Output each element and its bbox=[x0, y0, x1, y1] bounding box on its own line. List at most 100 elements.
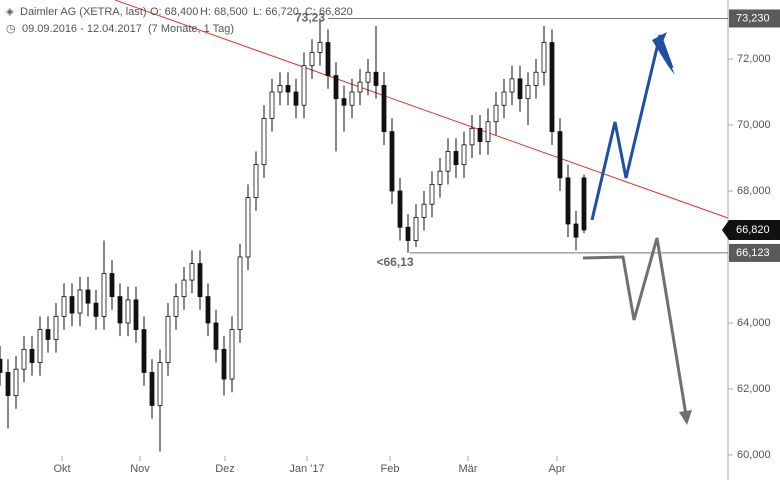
clock: ◷ bbox=[6, 23, 16, 35]
y-tick-label: 68,000 bbox=[737, 185, 771, 197]
candle-body bbox=[37, 329, 43, 363]
candle-body bbox=[13, 368, 19, 396]
x-tick-label: Feb bbox=[381, 463, 400, 475]
candle-body bbox=[501, 91, 507, 106]
span: (7 Monate, 1 Tag) bbox=[148, 23, 234, 35]
candle-body bbox=[437, 170, 443, 185]
candle-body bbox=[165, 315, 171, 363]
candle-body bbox=[109, 273, 115, 297]
y-tick-label: 72,000 bbox=[737, 53, 771, 65]
range: 09.09.2016 - 12.04.2017 bbox=[22, 23, 142, 35]
candle-body bbox=[461, 144, 467, 166]
last-badge bbox=[722, 219, 780, 240]
y-tick-label: 64,000 bbox=[737, 317, 771, 329]
high: H: 68,500 bbox=[200, 6, 248, 18]
candle-body bbox=[517, 78, 523, 100]
candle-body bbox=[493, 104, 499, 123]
x-tick-label: Apr bbox=[548, 463, 565, 475]
candle-body bbox=[181, 279, 187, 297]
scenario-down bbox=[582, 237, 688, 416]
candle-body bbox=[117, 296, 123, 324]
candle-body bbox=[333, 75, 339, 100]
y-tick-label: 70,000 bbox=[737, 119, 771, 131]
candle-body bbox=[389, 131, 395, 192]
candle-body bbox=[101, 273, 107, 317]
x-tick-label: Okt bbox=[53, 463, 70, 475]
candle-body bbox=[149, 372, 155, 406]
candle-body bbox=[573, 223, 579, 238]
candle-body bbox=[197, 263, 203, 297]
candle-body bbox=[477, 127, 483, 142]
candle-body bbox=[373, 71, 379, 86]
candle-body bbox=[509, 78, 515, 93]
candle-body bbox=[453, 151, 459, 166]
candle-body bbox=[317, 42, 323, 53]
level-label: 66,123 bbox=[736, 247, 770, 259]
x-tick-label: Dez bbox=[215, 463, 235, 475]
level-badge bbox=[729, 9, 780, 28]
y-tick-label: 60,000 bbox=[737, 449, 771, 461]
candle-body bbox=[141, 329, 147, 373]
candle-body bbox=[533, 71, 539, 86]
scenario-up bbox=[590, 34, 662, 221]
close: C: 66,820 bbox=[305, 6, 353, 18]
candle-body bbox=[581, 177, 587, 231]
candle-body bbox=[301, 65, 307, 106]
candle-body bbox=[397, 190, 403, 228]
candle-body bbox=[125, 299, 131, 324]
candle-body bbox=[525, 85, 531, 100]
last-label: 66,820 bbox=[736, 224, 770, 236]
candle-body bbox=[277, 85, 283, 93]
candle-body bbox=[237, 256, 243, 330]
candle-body bbox=[245, 197, 251, 258]
y-tick-label: 62,000 bbox=[737, 383, 771, 395]
candle-body bbox=[253, 164, 259, 199]
candle-body bbox=[557, 131, 563, 179]
candle-body bbox=[205, 296, 211, 324]
candle-body bbox=[157, 362, 163, 406]
candle-body bbox=[221, 348, 227, 380]
candle-body bbox=[213, 322, 219, 350]
candle-body bbox=[421, 203, 427, 218]
arrow-up-shaft bbox=[658, 34, 674, 69]
candle-body bbox=[429, 184, 435, 205]
candle-body bbox=[0, 358, 3, 373]
icon: ◈ bbox=[6, 7, 14, 18]
candle-body bbox=[381, 85, 387, 133]
candle-body bbox=[5, 372, 11, 396]
candle-body bbox=[485, 121, 491, 142]
candle-body bbox=[565, 177, 571, 225]
trendline bbox=[114, 0, 729, 219]
candle-body bbox=[469, 127, 475, 146]
annotation: <66,13 bbox=[376, 255, 413, 269]
candle-body bbox=[29, 348, 35, 363]
x-tick-label: Mär bbox=[459, 463, 478, 475]
candle-body bbox=[61, 296, 67, 317]
candle-body bbox=[293, 91, 299, 106]
candle-body bbox=[269, 91, 275, 119]
candle-body bbox=[309, 52, 315, 67]
candle-body bbox=[349, 91, 355, 106]
symbol: Daimler AG (XETRA, last) bbox=[20, 6, 147, 18]
candle-body bbox=[21, 348, 27, 370]
candle-body bbox=[173, 296, 179, 317]
candle-body bbox=[229, 329, 235, 380]
candle-body bbox=[69, 296, 75, 314]
level-label: 73,230 bbox=[736, 12, 770, 24]
level-badge bbox=[729, 243, 780, 262]
candle-body bbox=[53, 315, 59, 340]
x-tick-label: Jan '17 bbox=[289, 463, 324, 475]
candle-body bbox=[133, 299, 139, 330]
candle-body bbox=[365, 71, 371, 83]
candle-body bbox=[445, 151, 451, 172]
candle-body bbox=[261, 118, 267, 166]
candle-body bbox=[325, 42, 331, 76]
candle-body bbox=[549, 42, 555, 133]
candle-body bbox=[189, 263, 195, 281]
annotation: 73,23 bbox=[295, 11, 325, 25]
candle-body bbox=[93, 302, 99, 317]
open: O: 68,400 bbox=[150, 6, 198, 18]
low: L: 66,720 bbox=[253, 6, 299, 18]
candle-body bbox=[85, 289, 91, 304]
